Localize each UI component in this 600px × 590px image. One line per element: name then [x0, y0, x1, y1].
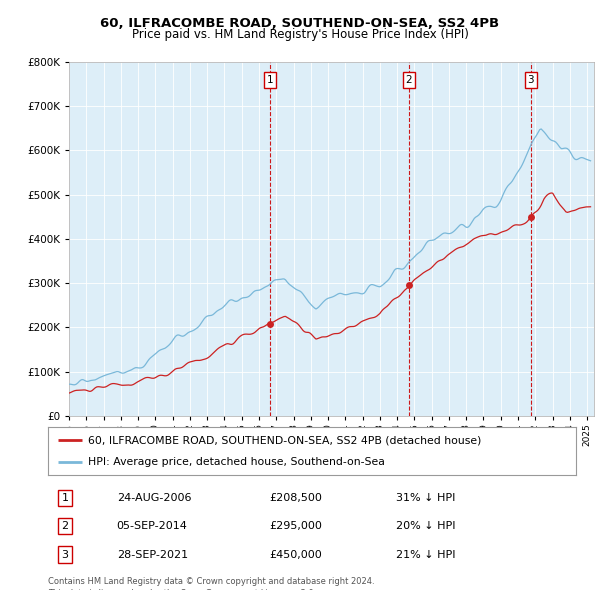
Text: 3: 3 [61, 550, 68, 559]
Text: £295,000: £295,000 [270, 522, 323, 531]
Text: 21% ↓ HPI: 21% ↓ HPI [397, 550, 456, 559]
Text: Price paid vs. HM Land Registry's House Price Index (HPI): Price paid vs. HM Land Registry's House … [131, 28, 469, 41]
Text: £208,500: £208,500 [270, 493, 323, 503]
Text: 60, ILFRACOMBE ROAD, SOUTHEND-ON-SEA, SS2 4PB (detached house): 60, ILFRACOMBE ROAD, SOUTHEND-ON-SEA, SS… [88, 435, 481, 445]
Text: 3: 3 [527, 75, 534, 84]
Text: 1: 1 [61, 493, 68, 503]
Text: 05-SEP-2014: 05-SEP-2014 [116, 522, 188, 531]
Text: 2: 2 [61, 522, 68, 531]
Text: 28-SEP-2021: 28-SEP-2021 [116, 550, 188, 559]
Text: 24-AUG-2006: 24-AUG-2006 [116, 493, 191, 503]
Text: 20% ↓ HPI: 20% ↓ HPI [397, 522, 456, 531]
Text: 31% ↓ HPI: 31% ↓ HPI [397, 493, 456, 503]
Text: £450,000: £450,000 [270, 550, 323, 559]
Text: Contains HM Land Registry data © Crown copyright and database right 2024.
This d: Contains HM Land Registry data © Crown c… [48, 577, 374, 590]
Text: 60, ILFRACOMBE ROAD, SOUTHEND-ON-SEA, SS2 4PB: 60, ILFRACOMBE ROAD, SOUTHEND-ON-SEA, SS… [100, 17, 500, 30]
Text: HPI: Average price, detached house, Southend-on-Sea: HPI: Average price, detached house, Sout… [88, 457, 385, 467]
Text: 2: 2 [406, 75, 412, 84]
Text: 1: 1 [267, 75, 274, 84]
